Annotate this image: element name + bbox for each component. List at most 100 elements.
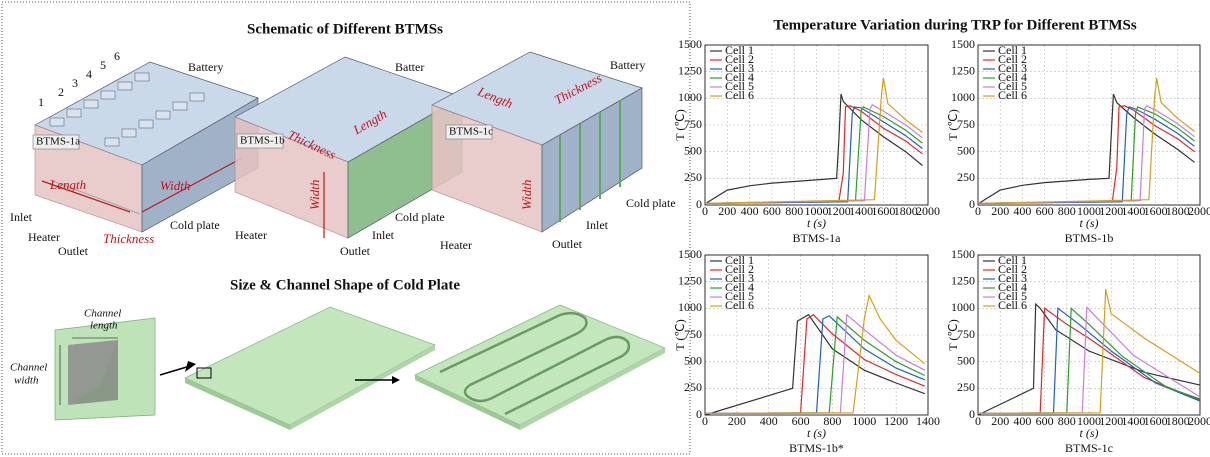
cell-terminal	[50, 118, 64, 126]
btms-name: BTMS-1a	[36, 136, 80, 148]
series-line	[705, 107, 922, 203]
x-tick-label: 2000	[916, 204, 940, 218]
btms-1c-drawing	[432, 52, 642, 232]
label: Battery	[610, 58, 645, 72]
label: Cold plate	[626, 196, 676, 210]
dimension-label: Width	[519, 180, 534, 210]
y-tick-label: 1250	[951, 63, 975, 77]
series-line	[705, 315, 925, 414]
cell-terminal	[101, 91, 115, 99]
y-tick-label: 500	[957, 353, 975, 367]
btms-name: BTMS-1c	[449, 126, 493, 138]
cell-terminal	[173, 102, 187, 110]
legend-label: Cell 6	[725, 88, 754, 102]
y-tick-label: 1500	[678, 247, 702, 261]
legend-label: Cell 6	[998, 88, 1027, 102]
y-axis-label: T (℃)	[946, 319, 960, 351]
label: Heater	[235, 228, 267, 242]
y-tick-label: 500	[684, 353, 702, 367]
chart-caption: BTMS-1b	[1065, 231, 1114, 245]
series-line	[978, 107, 1195, 203]
label: Inlet	[372, 228, 395, 242]
y-tick-label: 500	[957, 143, 975, 157]
series-line	[978, 106, 1195, 204]
x-tick-label: 0	[702, 204, 708, 218]
dimension-label: Width	[307, 180, 322, 210]
x-tick-label: 1200	[1099, 414, 1123, 428]
legend-label: Cell 6	[998, 298, 1027, 312]
y-tick-label: 1250	[678, 63, 702, 77]
series-line	[705, 315, 925, 414]
label: Cold plate	[170, 218, 220, 232]
y-axis-label: T (℃)	[673, 109, 687, 141]
dimension-label: Width	[160, 178, 190, 193]
y-axis-label: T (℃)	[946, 109, 960, 141]
x-tick-label: 400	[760, 414, 778, 428]
x-tick-label: 0	[975, 414, 981, 428]
label: Inlet	[586, 218, 609, 232]
label: Cold plate	[395, 210, 445, 224]
legend-label: Cell 6	[725, 298, 754, 312]
x-axis-label: t (s)	[1080, 426, 1099, 440]
cell-terminal	[139, 120, 153, 128]
x-tick-label: 200	[718, 204, 736, 218]
series-line	[705, 316, 925, 414]
y-tick-label: 1500	[951, 247, 975, 261]
x-tick-label: 1200	[827, 204, 851, 218]
y-axis-label: T (℃)	[673, 319, 687, 351]
label: Channel	[10, 362, 47, 374]
x-tick-label: 2000	[1188, 414, 1210, 428]
cell-terminal	[190, 93, 204, 101]
chart-caption: BTMS-1a	[793, 231, 842, 245]
label: Inlet	[10, 210, 33, 224]
x-tick-label: 1400	[849, 204, 873, 218]
x-axis-label: t (s)	[807, 426, 826, 440]
y-tick-label: 250	[957, 170, 975, 184]
y-tick-label: 1500	[951, 37, 975, 51]
x-tick-label: 1600	[871, 204, 895, 218]
label: Outlet	[58, 244, 89, 258]
cell-terminal	[118, 82, 132, 90]
cell-number: 6	[114, 49, 120, 63]
cell-number: 1	[38, 95, 44, 109]
label: length	[90, 320, 118, 332]
x-tick-label: 200	[991, 414, 1009, 428]
x-tick-label: 200	[728, 414, 746, 428]
label: Heater	[440, 238, 472, 252]
x-tick-label: 1400	[1121, 414, 1145, 428]
x-axis-label: t (s)	[1080, 216, 1099, 230]
series-line	[978, 94, 1195, 204]
label: width	[14, 375, 39, 387]
label: Batter	[395, 60, 424, 74]
x-tick-label: 1400	[916, 414, 940, 428]
x-tick-label: 1800	[1166, 204, 1190, 218]
label: Battery	[188, 60, 223, 74]
x-tick-label: 800	[785, 204, 803, 218]
y-tick-label: 1250	[678, 273, 702, 287]
charts-title: Temperature Variation during TRP for Dif…	[773, 17, 1137, 33]
dimension-label: Thickness	[103, 231, 154, 246]
y-tick-label: 250	[684, 380, 702, 394]
cell-terminal	[156, 111, 170, 119]
y-tick-label: 1000	[951, 90, 975, 104]
x-tick-label: 400	[1013, 204, 1031, 218]
x-tick-label: 0	[975, 204, 981, 218]
cold-plate-title: Size & Channel Shape of Cold Plate	[230, 277, 460, 293]
cell-terminal	[122, 129, 136, 137]
x-tick-label: 1000	[852, 414, 876, 428]
series-line	[978, 106, 1195, 204]
cold-plate-drawing	[55, 305, 665, 430]
x-tick-label: 800	[823, 414, 841, 428]
btms-name: BTMS-1b	[240, 135, 285, 147]
label: Heater	[28, 230, 60, 244]
figure: Schematic of Different BTMSs 1 2 3 4 5 6…	[0, 0, 1210, 457]
x-tick-label: 1800	[894, 204, 918, 218]
x-axis-label: t (s)	[807, 216, 826, 230]
x-tick-label: 0	[702, 414, 708, 428]
x-tick-label: 1800	[1166, 414, 1190, 428]
x-tick-label: 600	[1036, 204, 1054, 218]
series-line	[705, 107, 922, 203]
x-tick-label: 600	[763, 204, 781, 218]
x-tick-label: 800	[1058, 204, 1076, 218]
label: Outlet	[552, 237, 583, 251]
